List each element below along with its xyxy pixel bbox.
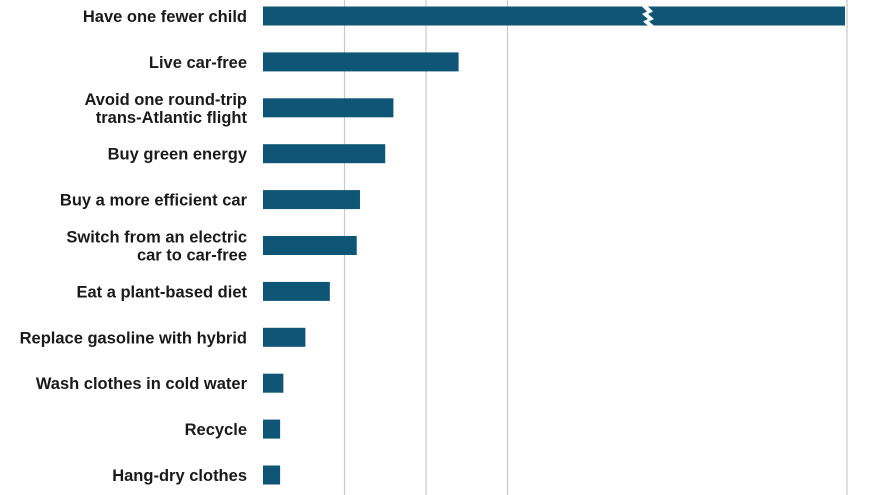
category-label: Eat a plant-based diet [76,283,247,301]
bar [263,281,330,301]
category-label: Have one fewer child [83,8,247,26]
category-label: Wash clothes in cold water [36,375,248,393]
category-label: Hang-dry clothes [112,467,247,485]
bar [263,144,386,164]
category-label: Avoid one round-trip trans-Atlantic fligh… [84,91,247,127]
bar [263,373,284,393]
bars [263,5,845,485]
category-labels: Have one fewer child Live car-free Avoid o… [20,8,248,485]
bar [263,465,281,485]
bar [263,236,357,255]
bar [263,98,394,118]
category-label: Replace gasoline with hybrid [20,329,247,347]
category-label: Buy green energy [108,146,248,164]
category-label: Live car-free [149,54,247,72]
category-label: Recycle [185,421,247,439]
gridlines [343,0,848,495]
axis-break-mark [641,5,655,27]
bar [263,190,360,210]
bar [263,6,845,26]
category-label: Switch from an electric car to car-free [66,229,247,265]
bar [263,327,306,347]
category-label: Buy a more efficient car [60,192,248,210]
bar [263,419,281,439]
bar [263,52,459,72]
